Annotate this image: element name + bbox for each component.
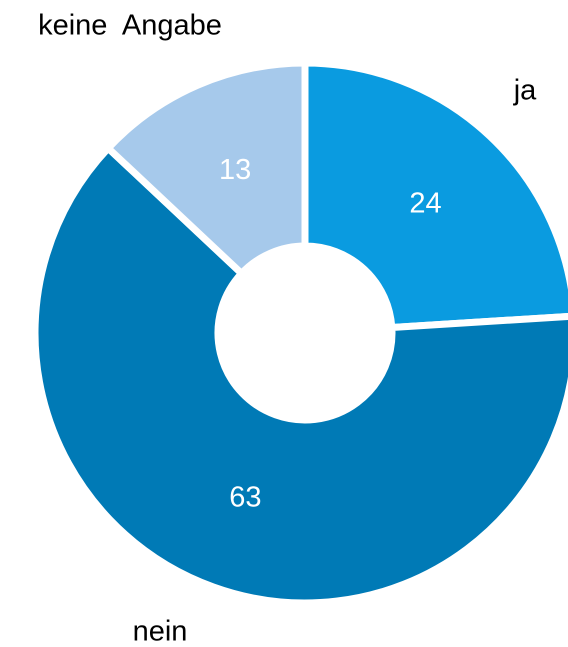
donut-slice [31, 143, 568, 607]
value-label: 63 [229, 481, 261, 513]
donut-slice [103, 59, 309, 279]
value-label: 13 [219, 154, 251, 186]
value-label: 24 [409, 187, 441, 219]
category-label: ja [513, 75, 537, 107]
donut-slice [301, 59, 568, 332]
category-label: nein [133, 616, 188, 647]
category-label: keine Angabe [38, 10, 222, 42]
